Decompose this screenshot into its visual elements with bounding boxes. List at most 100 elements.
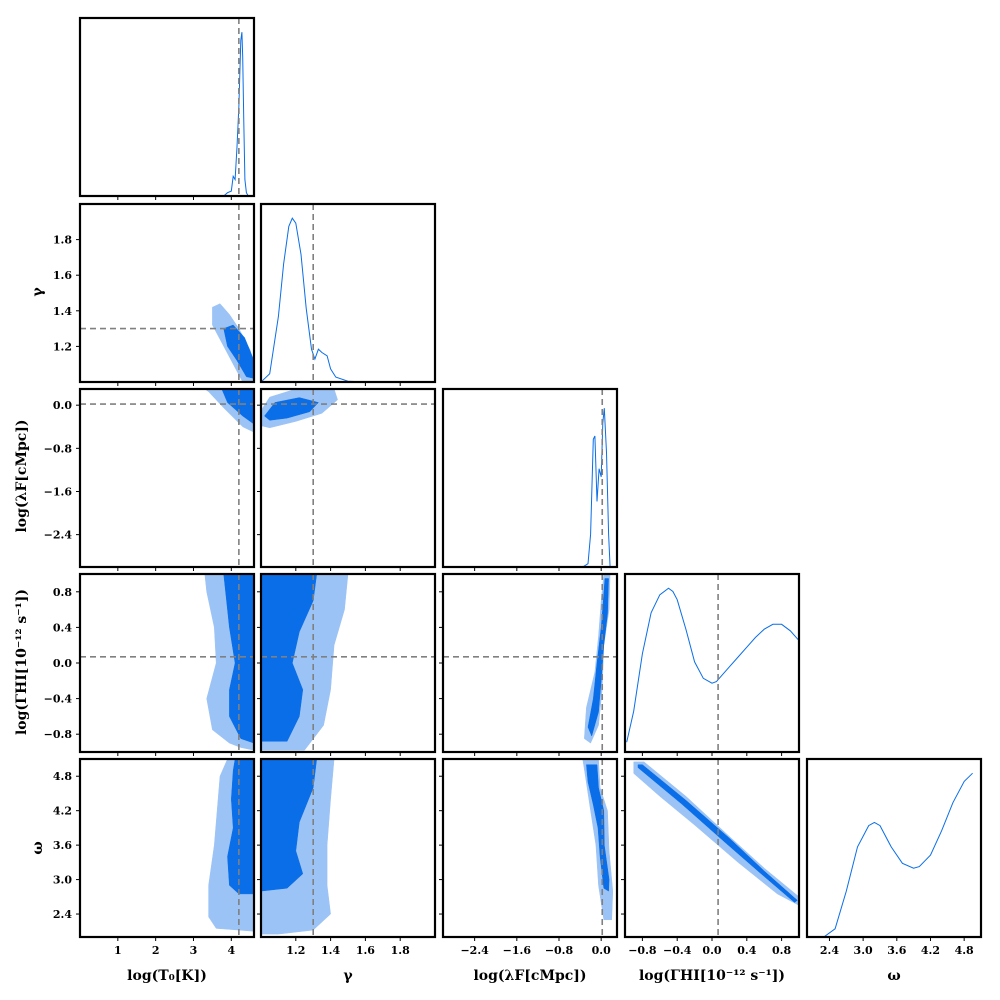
y-tick-label: 0.8 — [53, 586, 72, 599]
x-tick-label: 4.8 — [955, 944, 974, 957]
y-axis-label-3: log(ΓHI[10⁻¹² s⁻¹]) — [14, 589, 30, 735]
x-tick-label: 1.2 — [286, 944, 305, 957]
panel-content — [261, 389, 435, 567]
y-tick-label: 0.0 — [53, 399, 72, 412]
y-tick-label: 0.4 — [53, 621, 72, 634]
x-tick-label: 1 — [114, 944, 122, 957]
x-axis-label-3: log(ΓHI[10⁻¹² s⁻¹]) — [639, 968, 785, 984]
x-tick-label: −1.6 — [503, 944, 532, 957]
panel-content — [569, 389, 617, 567]
contour-inner-4-1 — [261, 759, 317, 892]
x-axis-labels: log(T₀[K]) γ log(λF[cMpc]) log(ΓHI[10⁻¹²… — [127, 968, 901, 984]
x-tick-label: 0.8 — [772, 944, 791, 957]
panel-frame-2-2 — [441, 387, 619, 569]
y-tick-label: 4.8 — [53, 770, 72, 783]
panel-content — [807, 772, 973, 937]
x-axis-label-2: log(λF[cMpc]) — [473, 968, 586, 984]
panel-content — [626, 574, 799, 752]
x-tick-label: −0.8 — [545, 944, 574, 957]
panel-content — [208, 759, 254, 937]
x-axis-label-4: ω — [887, 968, 900, 984]
panel-frame-2-1 — [259, 387, 437, 569]
panel-frame-0-0 — [78, 16, 256, 198]
x-tick-label: 1.8 — [391, 944, 410, 957]
panel-frame-4-4 — [805, 757, 983, 939]
panel-content — [443, 574, 617, 752]
y-axis-label-1: γ — [30, 287, 46, 297]
marginal-curve-2 — [569, 408, 617, 567]
y-tick-label: −2.4 — [44, 529, 73, 542]
y-tick-label: −0.4 — [44, 693, 73, 706]
panel-frame-3-3 — [623, 572, 801, 754]
y-tick-label: 3.6 — [53, 839, 72, 852]
x-tick-label: 0.0 — [702, 944, 721, 957]
x-tick-label: 3 — [190, 944, 198, 957]
panel-1-0: 1.2 1.4 1.6 1.8 — [53, 202, 256, 386]
y-tick-label: 1.2 — [53, 340, 72, 353]
panel-4-0: 1 2 3 4 2.4 3.0 3.6 4.2 4.8 — [53, 757, 256, 957]
y-axis-labels: γ log(λF[cMpc]) log(ΓHI[10⁻¹² s⁻¹]) ω — [14, 287, 46, 855]
x-tick-label: 2 — [152, 944, 160, 957]
panel-content — [582, 759, 614, 937]
panel-content — [80, 204, 254, 382]
panels-layer: 1.2 1.4 1.6 1.8 −2.4 −1.6 −0.8 0.0 −0.8 −0.4 0.0 0.… — [44, 16, 983, 957]
panel-4-4: 2.4 3.0 3.6 4.2 4.8 — [805, 757, 983, 957]
panel-frame-4-2 — [441, 757, 619, 939]
panel-2-2 — [441, 387, 619, 571]
panel-3-0: −0.8 −0.4 0.0 0.4 0.8 — [44, 572, 256, 756]
panel-3-3 — [623, 572, 801, 756]
x-tick-label: 0.4 — [737, 944, 756, 957]
panel-2-1 — [257, 387, 437, 571]
marginal-curve-4 — [807, 772, 973, 937]
x-tick-label: −0.8 — [628, 944, 657, 957]
panel-3-2 — [439, 572, 619, 756]
y-tick-label: 3.0 — [53, 874, 72, 887]
panel-content — [212, 18, 254, 196]
y-tick-label: 1.6 — [53, 269, 72, 282]
contour-inner-4-2 — [586, 764, 610, 892]
contour-inner-2-1 — [264, 397, 319, 421]
x-tick-label: 3.0 — [854, 944, 873, 957]
panel-frame-2-0 — [78, 387, 256, 569]
marginal-curve-0 — [212, 32, 254, 196]
panel-content — [261, 574, 435, 752]
x-tick-label: 3.6 — [887, 944, 906, 957]
panel-frame-4-1 — [259, 757, 437, 939]
y-axis-label-4: ω — [30, 841, 46, 854]
y-tick-label: −1.6 — [44, 485, 73, 498]
x-tick-label: 4.2 — [921, 944, 940, 957]
contour-inner-1-0 — [223, 324, 254, 379]
x-axis-label-0: log(T₀[K]) — [127, 968, 207, 984]
panel-4-1: 1.2 1.4 1.6 1.8 — [257, 757, 437, 957]
y-tick-label: 4.2 — [53, 805, 72, 818]
x-tick-label: 2.4 — [820, 944, 839, 957]
x-tick-label: 1.4 — [321, 944, 340, 957]
x-tick-label: −2.4 — [460, 944, 489, 957]
y-tick-label: −0.8 — [44, 728, 73, 741]
panel-4-2: −2.4 −1.6 −0.8 0.0 — [439, 757, 619, 957]
panel-3-1 — [257, 572, 437, 756]
y-tick-label: 0.0 — [53, 657, 72, 670]
marginal-curve-1 — [261, 217, 435, 382]
x-tick-label: 4 — [227, 944, 235, 957]
y-tick-label: 1.4 — [53, 305, 72, 318]
x-tick-label: 1.6 — [356, 944, 375, 957]
panel-frame-1-0 — [78, 202, 256, 384]
panel-content — [261, 204, 435, 382]
panel-2-0: −2.4 −1.6 −0.8 0.0 — [44, 387, 256, 571]
panel-1-1 — [259, 202, 437, 386]
y-axis-label-2: log(λF[cMpc]) — [14, 419, 30, 532]
panel-content — [80, 574, 254, 752]
marginal-curve-3 — [626, 587, 799, 743]
x-tick-label: −0.4 — [663, 944, 692, 957]
y-tick-label: 1.8 — [53, 234, 72, 247]
contour-inner-2-0 — [221, 389, 254, 425]
y-tick-label: 2.4 — [53, 908, 72, 921]
panel-4-3: −0.8 −0.4 0.0 0.4 0.8 — [621, 757, 801, 957]
panel-0-0 — [78, 16, 256, 200]
panel-content — [633, 759, 799, 937]
contour-inner-3-1 — [261, 574, 317, 742]
panel-frame-1-1 — [259, 202, 437, 384]
contour-inner-4-0 — [227, 759, 254, 895]
